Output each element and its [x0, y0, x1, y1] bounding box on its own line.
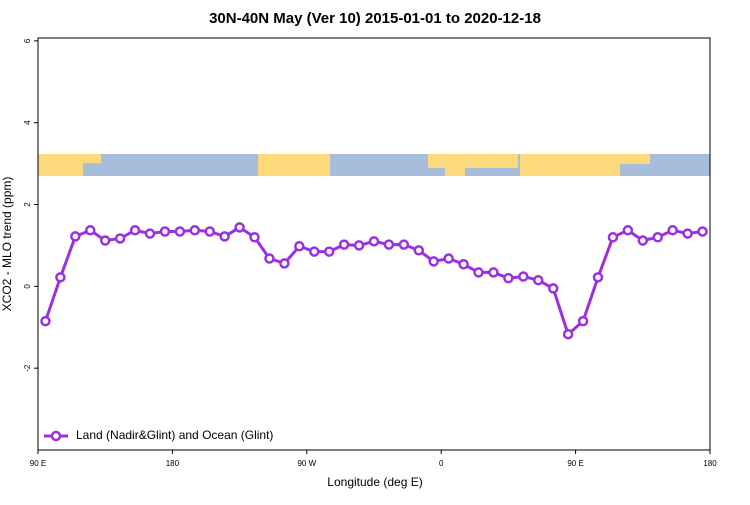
point	[85, 225, 96, 236]
point	[219, 231, 230, 242]
x-tick-label: 90 W	[297, 459, 316, 468]
point	[144, 228, 156, 239]
legend-marker	[50, 430, 62, 442]
point	[682, 228, 693, 239]
point	[129, 225, 141, 236]
x-tick-label: 90 E	[30, 459, 46, 468]
point	[114, 233, 126, 244]
point	[264, 253, 275, 264]
point	[294, 241, 305, 252]
x-tick-label: 90 E	[567, 459, 583, 468]
y-tick-label: 2	[23, 202, 32, 207]
point	[353, 240, 365, 251]
point	[368, 236, 380, 247]
point	[40, 315, 51, 327]
y-tick-label: -2	[23, 364, 32, 372]
point	[443, 253, 454, 264]
x-axis-label: Longitude (deg E)	[327, 475, 422, 489]
y-axis-label: XCO2 - MLO trend (ppm)	[0, 177, 14, 312]
point	[577, 315, 589, 327]
point	[652, 231, 663, 243]
point	[592, 272, 604, 283]
point	[473, 267, 484, 278]
point	[55, 272, 66, 283]
point	[159, 226, 171, 237]
point	[234, 222, 245, 233]
point	[697, 226, 708, 237]
y-tick-label: 6	[23, 38, 32, 43]
point	[383, 239, 395, 250]
point	[428, 256, 439, 267]
x-tick-label: 180	[166, 459, 180, 468]
x-tick-label: 180	[703, 459, 717, 468]
point	[667, 225, 678, 236]
point	[279, 258, 290, 269]
point	[533, 274, 544, 286]
point	[70, 231, 81, 242]
plot-frame	[37, 37, 711, 451]
point	[398, 239, 410, 250]
point	[562, 328, 574, 340]
point	[458, 259, 469, 270]
point	[204, 226, 215, 237]
point	[99, 235, 111, 246]
point	[622, 225, 634, 236]
point	[607, 231, 619, 243]
point	[488, 267, 499, 278]
point	[518, 271, 529, 282]
legend-label: Land (Nadir&Glint) and Ocean (Glint)	[76, 428, 273, 442]
y-tick-label: 0	[23, 284, 32, 289]
point	[637, 235, 649, 246]
point	[249, 231, 260, 243]
point	[338, 239, 350, 250]
x-tick-label: 0	[439, 459, 444, 468]
point	[503, 272, 514, 284]
map-strip	[38, 154, 710, 176]
point	[413, 245, 425, 256]
chart-title: 30N-40N May (Ver 10) 2015-01-01 to 2020-…	[209, 10, 541, 27]
y-tick-label: 4	[23, 120, 32, 125]
point	[547, 283, 559, 294]
point	[174, 226, 186, 237]
point	[189, 225, 201, 236]
point	[323, 246, 335, 257]
point	[309, 246, 320, 257]
